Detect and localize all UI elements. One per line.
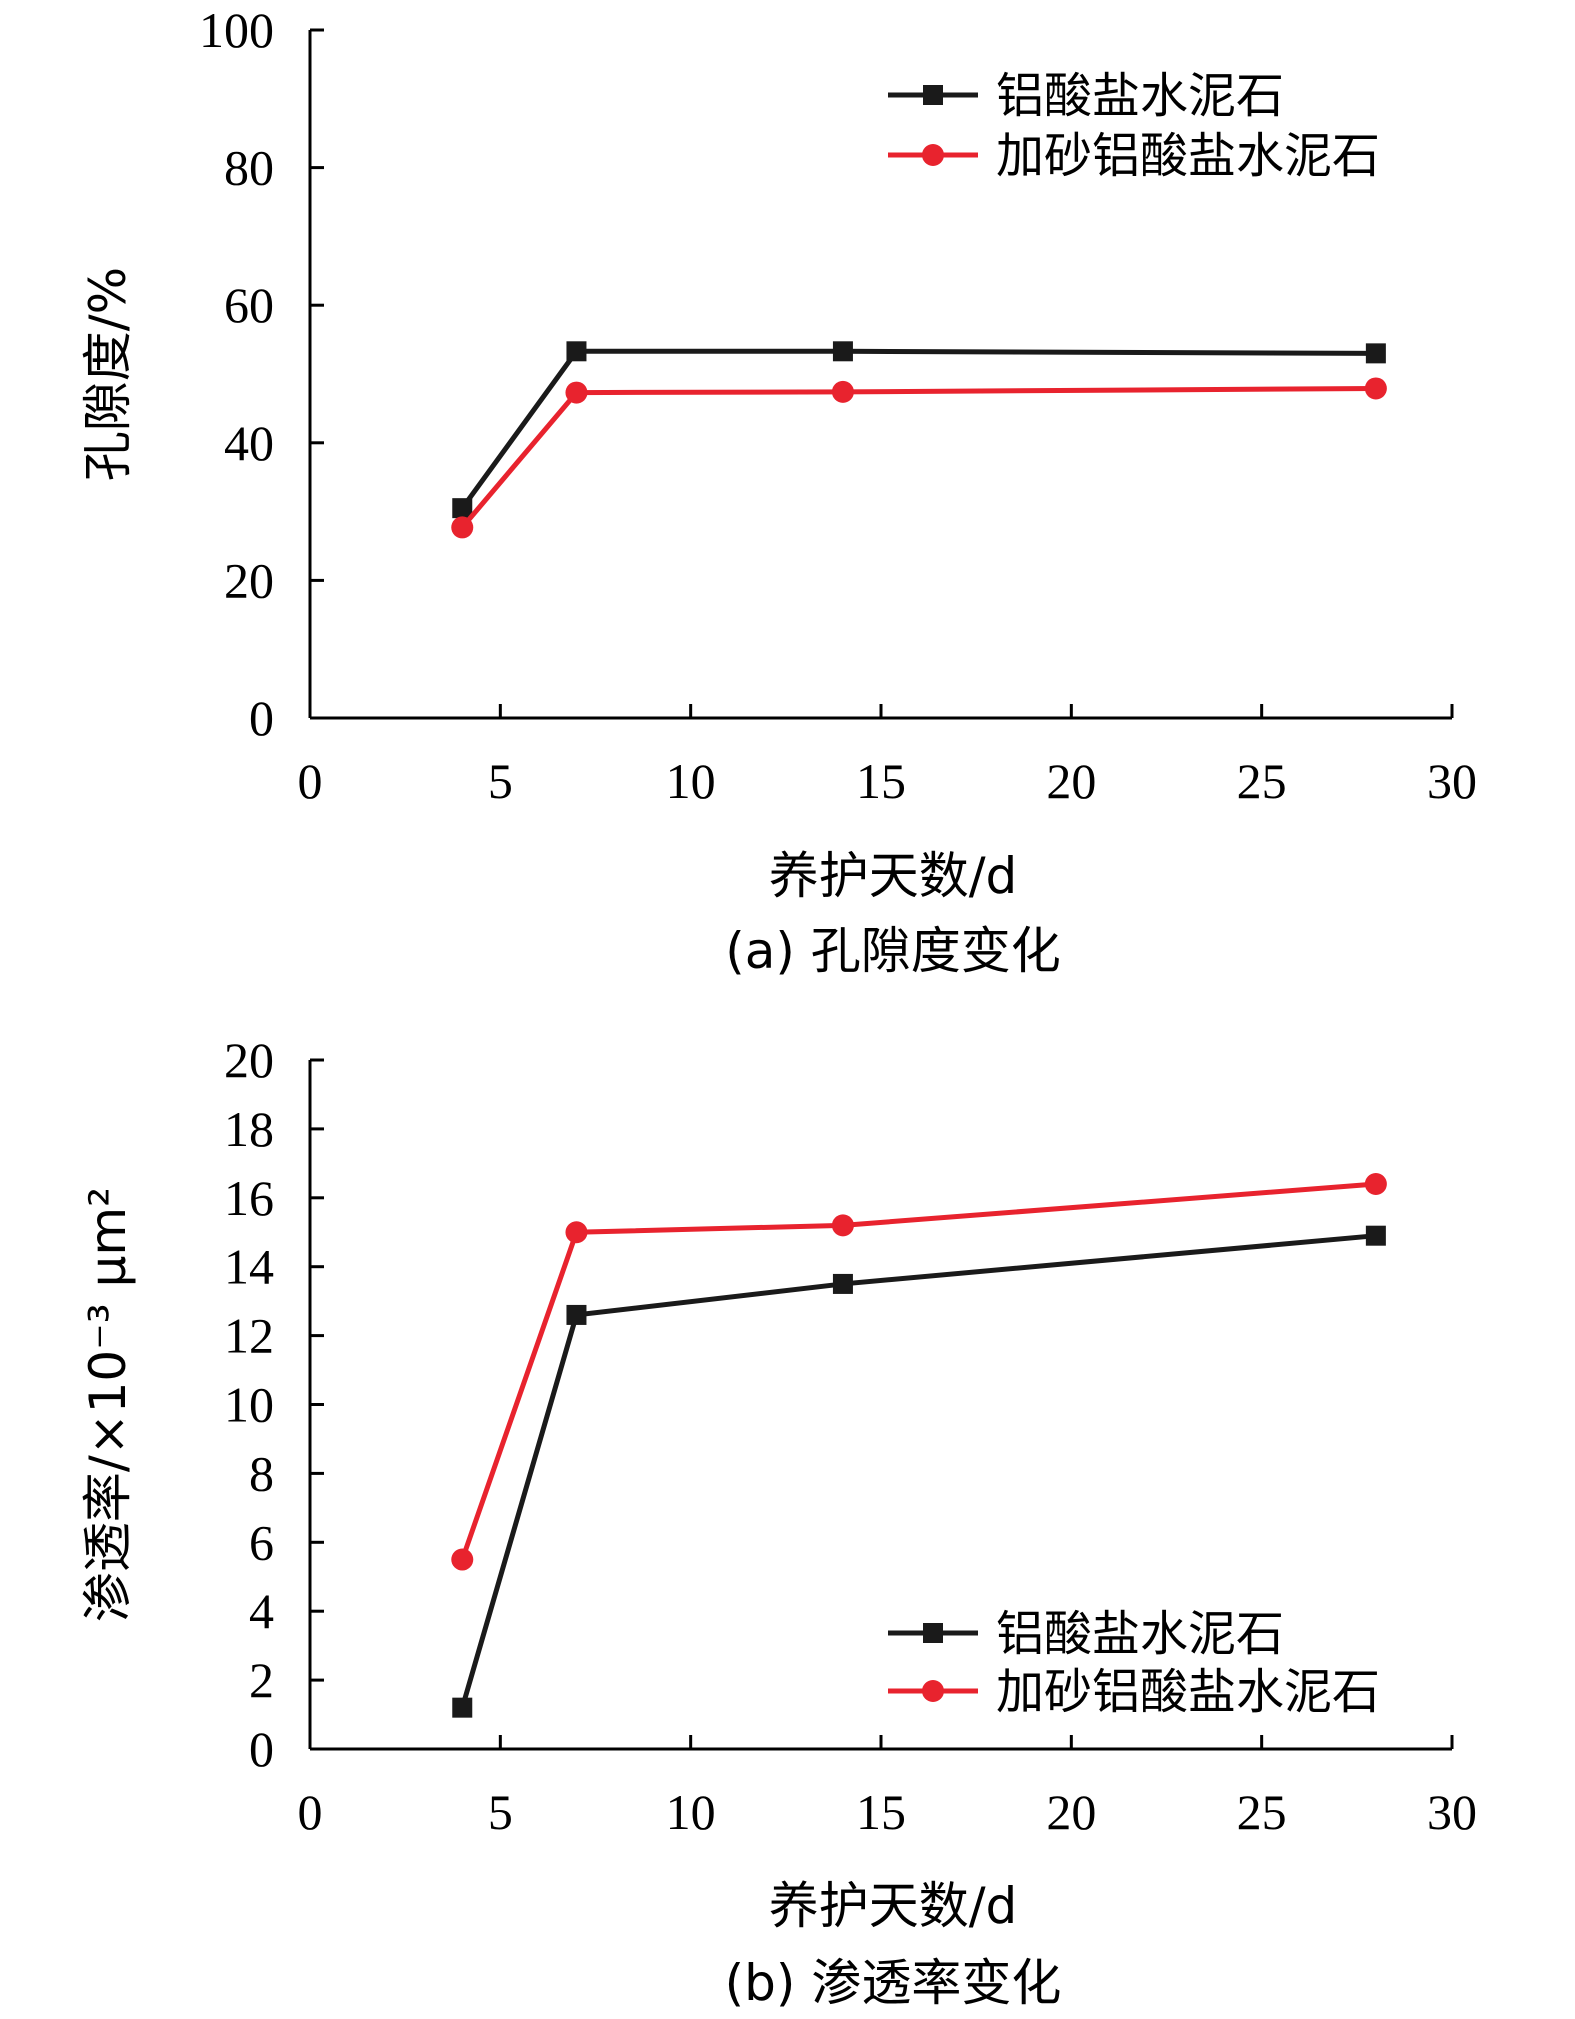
data-point-circle [451,516,474,539]
data-point-circle [831,380,854,403]
y-tick-label: 14 [224,1239,274,1295]
legend-label: 铝酸盐水泥石 [996,1606,1284,1662]
y-tick-label: 12 [224,1308,274,1364]
x-tick-label: 10 [666,1784,716,1840]
y-tick-label: 0 [249,690,274,746]
x-tick-label: 0 [298,753,323,809]
x-tick-label: 20 [1046,753,1096,809]
data-point-square [452,498,473,519]
legend-marker-square [923,85,943,105]
legend-marker-circle [922,1680,944,1702]
x-tick-label: 10 [666,753,716,809]
y-tick-label: 100 [199,2,274,58]
x-axis-title: 养护天数/d [769,847,1018,905]
y-tick-label: 8 [249,1445,274,1501]
legend-label: 铝酸盐水泥石 [996,68,1284,124]
y-tick-label: 20 [224,1032,274,1088]
series-line [460,385,1376,530]
x-tick-label: 30 [1427,1784,1477,1840]
data-point-circle [1364,1173,1387,1196]
x-tick-label: 5 [488,1784,513,1840]
y-tick-label: 60 [224,277,274,333]
series-line [460,348,1376,510]
x-tick-label: 15 [856,753,906,809]
data-point-square [1365,1225,1386,1246]
y-axis-title: 孔隙度/% [79,267,137,481]
y-tick-label: 16 [224,1170,274,1226]
y-tick-label: 10 [224,1377,274,1433]
data-point-square [566,341,587,362]
x-axis-title: 养护天数/d [769,1877,1018,1935]
y-tick-label: 80 [224,140,274,196]
data-point-square [832,341,853,362]
y-axis-title: 渗透率/×10⁻³ μm² [79,1187,137,1622]
porosity-chart: 0 20 40 60 80 100 0 5 10 15 20 25 30 养护天数/d 孔隙度/% (a) 孔… [79,2,1477,980]
chart-caption: (b) 渗透率变化 [725,1954,1062,2012]
x-tick-label: 0 [298,1784,323,1840]
data-point-circle [1364,377,1387,400]
data-point-square [832,1273,853,1294]
data-point-square [1365,343,1386,364]
legend-marker-square [923,1623,943,1643]
data-point-circle [451,1548,474,1571]
legend-marker-circle [922,144,944,166]
x-tick-label: 30 [1427,753,1477,809]
series-line [459,1181,1377,1561]
y-tick-label: 2 [249,1652,274,1708]
x-tick-label: 15 [856,1784,906,1840]
y-tick-label: 40 [224,415,274,471]
data-point-square [452,1697,473,1718]
x-tick-label: 20 [1046,1784,1096,1840]
y-tick-label: 4 [249,1583,274,1639]
chart-caption: (a) 孔隙度变化 [725,922,1061,980]
x-tick-label: 25 [1237,1784,1287,1840]
y-tick-label: 6 [249,1514,274,1570]
y-tick-label: 20 [224,552,274,608]
y-tick-label: 0 [249,1721,274,1777]
series-line [459,1233,1377,1709]
x-tick-label: 25 [1237,753,1287,809]
legend-label: 加砂铝酸盐水泥石 [996,128,1380,184]
x-tick-label: 5 [488,753,513,809]
data-point-circle [831,1214,854,1237]
legend-label: 加砂铝酸盐水泥石 [996,1664,1380,1720]
data-point-square [566,1304,587,1325]
data-point-circle [565,381,588,404]
data-point-circle [565,1221,588,1244]
permeability-chart: 0 2 4 6 8 10 12 14 16 18 20 0 5 10 15 20 25 30 养护天数/d 渗透率/×… [79,1032,1477,2012]
y-tick-label: 18 [224,1101,274,1157]
